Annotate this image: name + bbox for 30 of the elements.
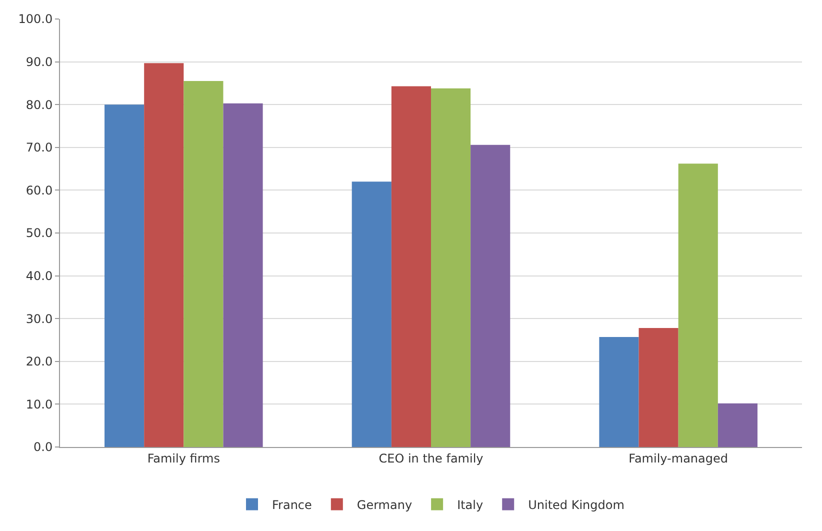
bar — [678, 164, 718, 447]
bar — [718, 403, 758, 447]
y-tick-label: 0.0 — [34, 440, 53, 454]
y-tick-label: 60.0 — [26, 183, 53, 198]
y-tick-label: 10.0 — [26, 397, 53, 412]
y-tick-label: 70.0 — [26, 140, 53, 155]
bar — [599, 337, 639, 447]
bar — [104, 104, 144, 447]
y-tick-label: 40.0 — [26, 269, 53, 283]
bar — [638, 328, 678, 447]
y-tick-label: 20.0 — [26, 354, 53, 369]
bar — [470, 144, 510, 447]
x-tick-label: CEO in the family — [378, 451, 484, 466]
bar — [391, 86, 431, 447]
legend-label: United Kingdom — [528, 498, 624, 512]
y-tick-label: 90.0 — [26, 55, 53, 69]
bar — [352, 182, 392, 447]
legend-label: Germany — [356, 498, 412, 512]
y-tick-label: 100.0 — [18, 12, 53, 26]
bar — [223, 103, 263, 447]
x-tick-label: Family firms — [147, 451, 220, 466]
bar — [144, 63, 184, 447]
y-tick-label: 50.0 — [26, 226, 53, 240]
x-tick-label: Family-managed — [628, 451, 728, 466]
legend-label: France — [272, 498, 312, 512]
y-tick-label: 30.0 — [26, 312, 53, 326]
bar — [184, 81, 224, 447]
bar — [431, 88, 471, 447]
y-tick-label: 80.0 — [26, 98, 53, 112]
legend-label: Italy — [457, 498, 484, 512]
